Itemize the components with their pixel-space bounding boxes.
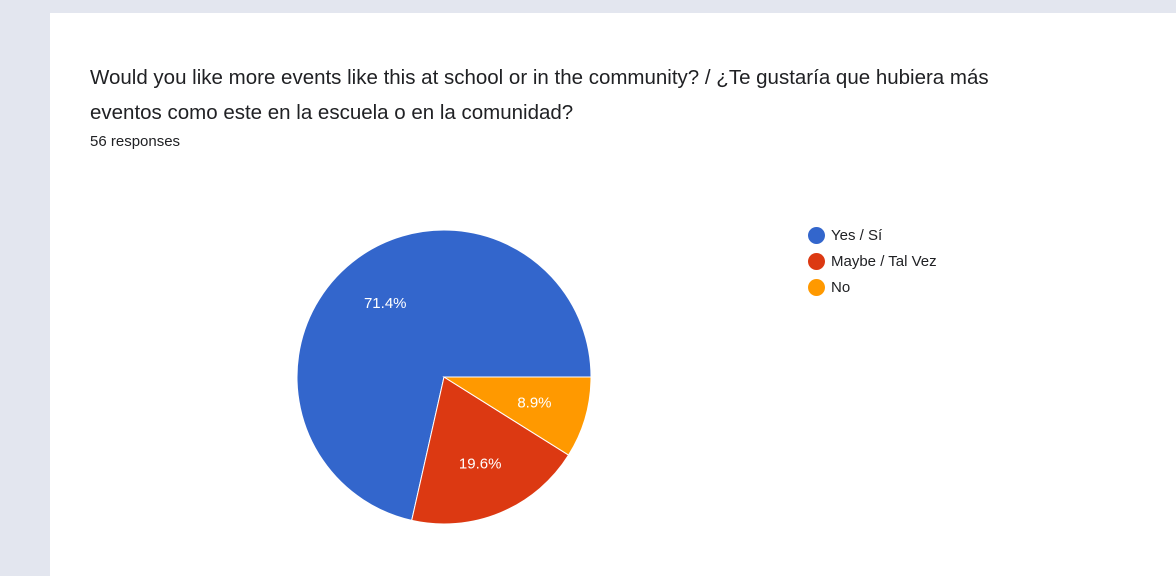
- legend-label: Yes / Sí: [831, 226, 883, 244]
- legend-label: Maybe / Tal Vez: [831, 252, 937, 270]
- question-title-line-2: eventos como este en la escuela o en la …: [90, 101, 574, 124]
- legend-item: Yes / Sí: [808, 222, 937, 248]
- slice-data-label: 71.4%: [364, 295, 407, 312]
- response-summary-card: Would you like more events like this at …: [50, 13, 1176, 576]
- legend-item: No: [808, 274, 937, 300]
- legend-swatch: [808, 252, 825, 270]
- slice-data-label: 19.6%: [459, 455, 502, 472]
- question-title: Would you like more events like this at …: [90, 60, 1176, 130]
- pie-slice: [296, 229, 592, 522]
- pie-chart: 71.4% 19.6% 8.9%: [296, 229, 592, 525]
- pie-slice: [442, 376, 592, 456]
- chart-legend: Yes / Sí Maybe / Tal Vez No: [808, 222, 937, 300]
- legend-swatch: [808, 278, 825, 296]
- pie-slice: [411, 376, 570, 525]
- slice-data-label: 8.9%: [517, 394, 551, 411]
- response-count: 56 responses: [90, 133, 181, 150]
- question-title-line-1: Would you like more events like this at …: [90, 66, 989, 89]
- legend-label: No: [831, 278, 851, 296]
- legend-swatch: [808, 226, 825, 244]
- legend-item: Maybe / Tal Vez: [808, 248, 937, 274]
